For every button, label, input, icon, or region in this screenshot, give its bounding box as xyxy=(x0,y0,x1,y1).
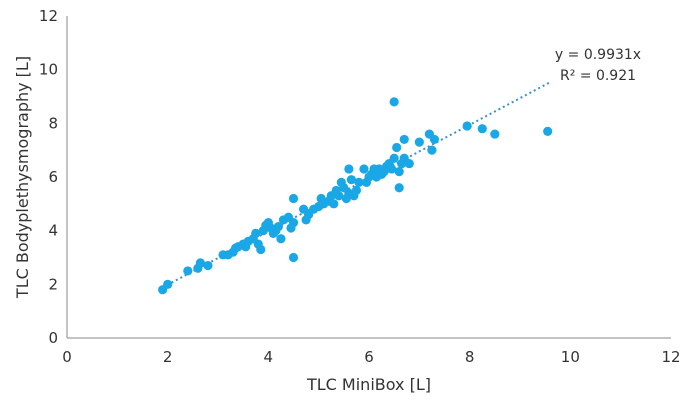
data-point xyxy=(256,244,266,255)
data-point xyxy=(462,121,472,131)
data-point xyxy=(329,199,339,209)
y-tick-label: 4 xyxy=(48,222,58,240)
data-point xyxy=(288,193,299,204)
data-point xyxy=(344,164,354,174)
x-axis-title: TLC MiniBox [L] xyxy=(306,375,431,394)
x-tick-label: 4 xyxy=(264,348,274,366)
y-tick-label: 10 xyxy=(39,61,58,79)
data-point xyxy=(404,158,414,169)
data-point xyxy=(251,228,261,238)
data-point xyxy=(429,134,440,145)
data-point xyxy=(543,126,553,136)
data-point xyxy=(477,124,487,134)
data-point xyxy=(334,191,344,201)
data-point xyxy=(346,175,356,185)
y-tick-label: 12 xyxy=(39,7,58,25)
x-tick-label: 10 xyxy=(561,348,580,366)
y-tick-label: 8 xyxy=(48,114,58,132)
axes xyxy=(66,16,671,339)
data-point xyxy=(359,164,369,174)
data-point xyxy=(490,129,500,139)
x-tick-label: 8 xyxy=(465,348,475,366)
y-tick-label: 0 xyxy=(48,329,58,347)
data-point xyxy=(288,252,299,263)
x-tick-label: 2 xyxy=(163,348,173,366)
data-point xyxy=(288,218,299,228)
y-axis-title: TLC Bodyplethysmography [L] xyxy=(13,56,32,299)
x-tick-labels: 0 2 4 6 8 10 12 xyxy=(62,348,680,366)
data-point xyxy=(351,185,362,196)
data-point xyxy=(195,258,205,268)
data-point xyxy=(392,142,402,153)
data-point xyxy=(387,164,397,174)
trendline-equation: y = 0.9931x xyxy=(555,47,641,63)
data-point xyxy=(183,266,193,276)
data-point xyxy=(389,153,399,163)
trendline xyxy=(162,81,551,289)
data-point xyxy=(354,177,364,187)
data-point xyxy=(427,145,437,155)
data-point xyxy=(399,134,409,145)
x-tick-label: 0 xyxy=(62,348,72,366)
data-point xyxy=(394,183,404,193)
data-point xyxy=(276,234,286,244)
y-tick-label: 6 xyxy=(48,168,58,186)
x-tick-label: 12 xyxy=(661,348,680,366)
data-point xyxy=(203,260,213,271)
data-point xyxy=(273,222,283,232)
x-tick-label: 6 xyxy=(364,348,374,366)
y-tick-label: 2 xyxy=(48,275,58,293)
r-squared-label: R² = 0.921 xyxy=(560,68,636,84)
data-points xyxy=(158,97,553,295)
data-point xyxy=(394,167,404,177)
data-point xyxy=(414,137,424,147)
data-point xyxy=(163,279,173,289)
data-point xyxy=(389,97,399,107)
y-tick-labels: 0 2 4 6 8 10 12 xyxy=(39,7,58,347)
